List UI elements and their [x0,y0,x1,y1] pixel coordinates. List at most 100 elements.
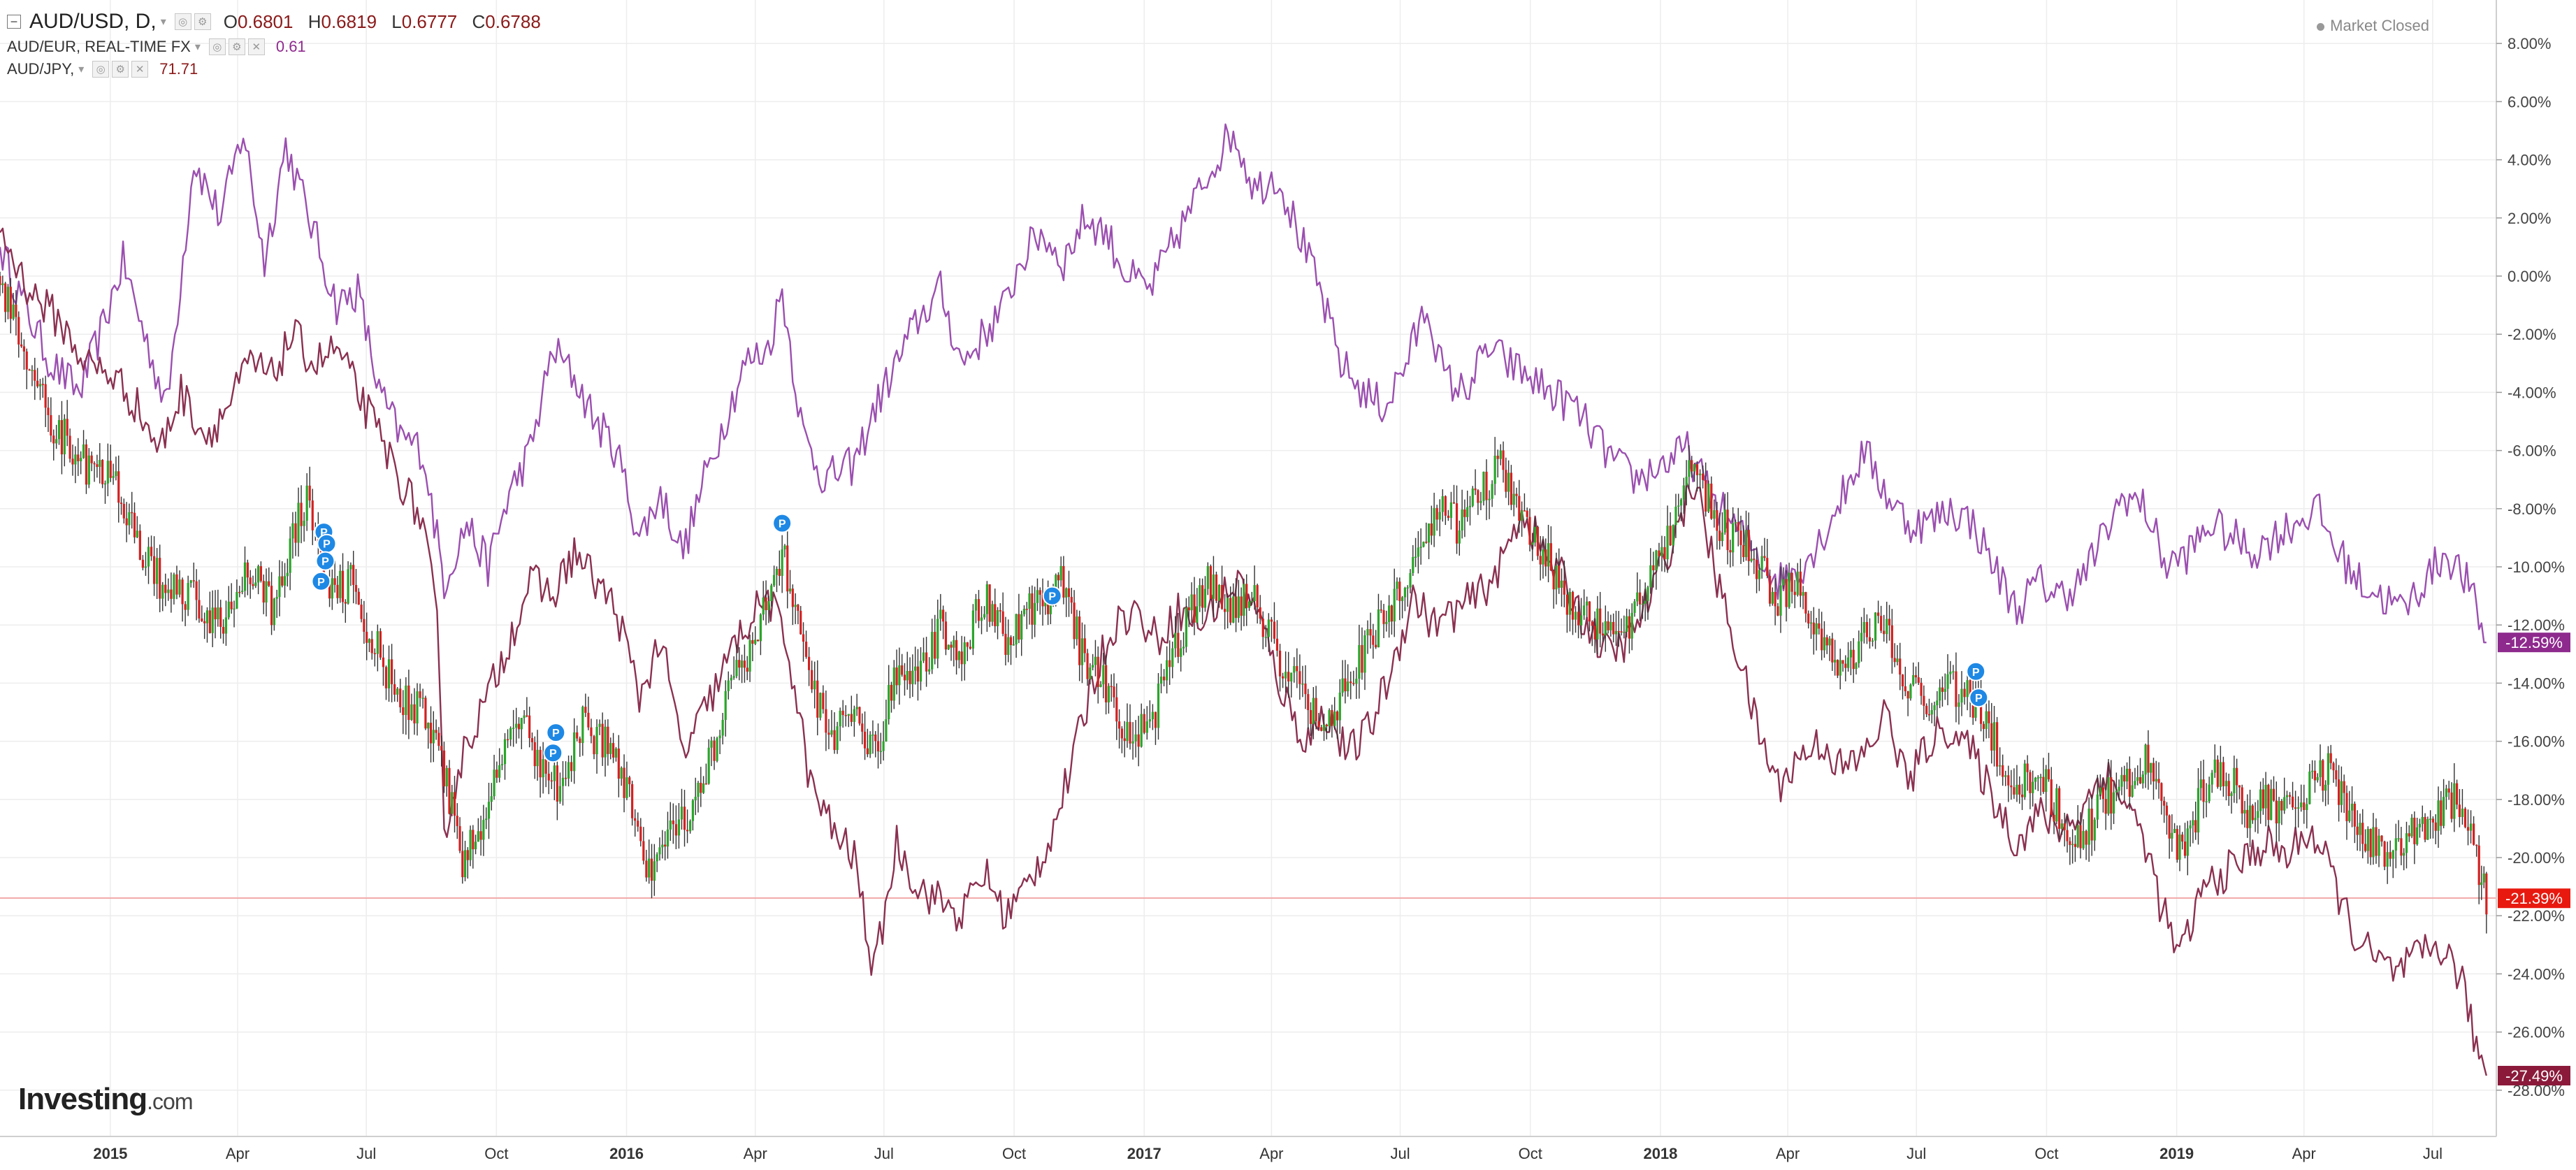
candle-body [1022,609,1026,614]
candle-body [2023,763,2026,797]
candle-body [1828,638,1831,646]
candle-body [1949,671,1952,674]
close-value: 0.6788 [485,10,541,32]
candle-body [1682,485,1685,500]
eye-icon[interactable]: ◎ [208,38,226,55]
candle-body [836,726,839,751]
candle-body [1199,585,1201,607]
candle-body [825,709,827,733]
candle-body [2210,772,2213,785]
candle-body [22,346,26,352]
candle-body [1240,596,1243,616]
candle-body [876,741,880,752]
candle-body [653,861,656,881]
candle-body [1952,671,1955,673]
candle-body [702,783,705,793]
candle-body [595,727,598,755]
chevron-down-icon[interactable]: ▾ [160,16,166,28]
candle-body [36,380,39,387]
gear-icon[interactable]: ⚙ [194,13,211,30]
candle-body [1115,697,1118,722]
candle-body [424,698,427,729]
close-label: C [472,10,486,32]
gear-icon[interactable]: ⚙ [228,38,245,55]
candle-body [991,604,994,622]
candle-body [2128,768,2131,797]
y-tick-label: -14.00% [2508,674,2565,692]
candle-body [354,584,358,592]
candle-body [2202,779,2205,802]
x-axis: 2015 Apr Jul Oct 2016 Apr Jul Oct 2017 Apr Jul Oct 2… [0,1136,2496,1162]
candle-body [2251,805,2254,821]
candle-body [1909,684,1912,699]
candle-body [614,749,618,758]
candle-body [1372,635,1375,645]
candle-body [909,670,911,684]
legend-series2-symbol[interactable]: AUD/EUR, REAL-TIME FX [7,38,191,55]
candle-body [396,688,399,695]
candle-body [195,581,198,600]
market-status: Market Closed [2317,17,2429,35]
candle-body [275,597,278,599]
candle-body [1137,734,1140,747]
candle-body [181,579,184,605]
candle-body [281,576,284,586]
candle-body [1243,584,1245,616]
candle-body [416,691,419,724]
candle-body [922,652,925,661]
candle-body [645,860,648,878]
candle-body [1547,543,1550,567]
candle-body [347,569,349,604]
candle-body [2450,792,2453,819]
candle-body [28,369,31,371]
candle-body [2372,827,2375,858]
candle-body [2120,774,2123,787]
candle-body [289,538,291,573]
collapse-icon[interactable]: − [7,15,21,29]
candle-body [1607,621,1609,630]
candle-body [2482,873,2485,883]
candle-body [1293,665,1296,673]
candle-body [2107,777,2110,814]
candle-body [1166,660,1168,681]
chevron-down-icon[interactable]: ▾ [194,41,201,53]
candle-body [850,714,853,722]
market-status-text: Market Closed [2330,17,2429,34]
candle-body [2050,779,2053,815]
candle-body [1647,587,1649,601]
candle-body [485,818,488,821]
candle-body [697,783,700,797]
eye-icon[interactable]: ◎ [92,61,110,78]
candle-body [472,830,475,850]
close-icon[interactable]: ✕ [247,38,265,55]
candle-body [1349,681,1352,684]
close-icon[interactable]: ✕ [131,61,149,78]
candle-body [2147,744,2150,773]
chevron-down-icon[interactable]: ▾ [78,64,85,75]
candle-body [1375,644,1377,648]
legend-series3-symbol[interactable]: AUD/JPY, [7,60,75,78]
candle-body [1224,609,1227,612]
last-value-labels: -21.39% -12.59% -27.49% [2498,633,2570,1085]
candle-body [1750,558,1753,561]
gear-icon[interactable]: ⚙ [112,61,129,78]
candle-body [2018,784,2021,795]
candle-body [1385,621,1388,624]
candle-body [2335,770,2338,780]
candle-body [368,639,371,643]
candle-body [187,583,189,610]
candle-body [435,730,437,733]
legend-main-symbol[interactable]: AUD/USD, D, [29,10,157,33]
candle-body [144,566,147,568]
candle-body [1695,464,1699,475]
candle-body [243,562,247,591]
candle-body [252,584,254,586]
eye-icon[interactable]: ◎ [174,13,191,30]
x-tick-label: Jul [1390,1145,1410,1162]
candle-body [1304,684,1307,695]
candle-body [691,800,695,821]
candle-body [561,777,565,786]
candle-body [1726,510,1729,551]
